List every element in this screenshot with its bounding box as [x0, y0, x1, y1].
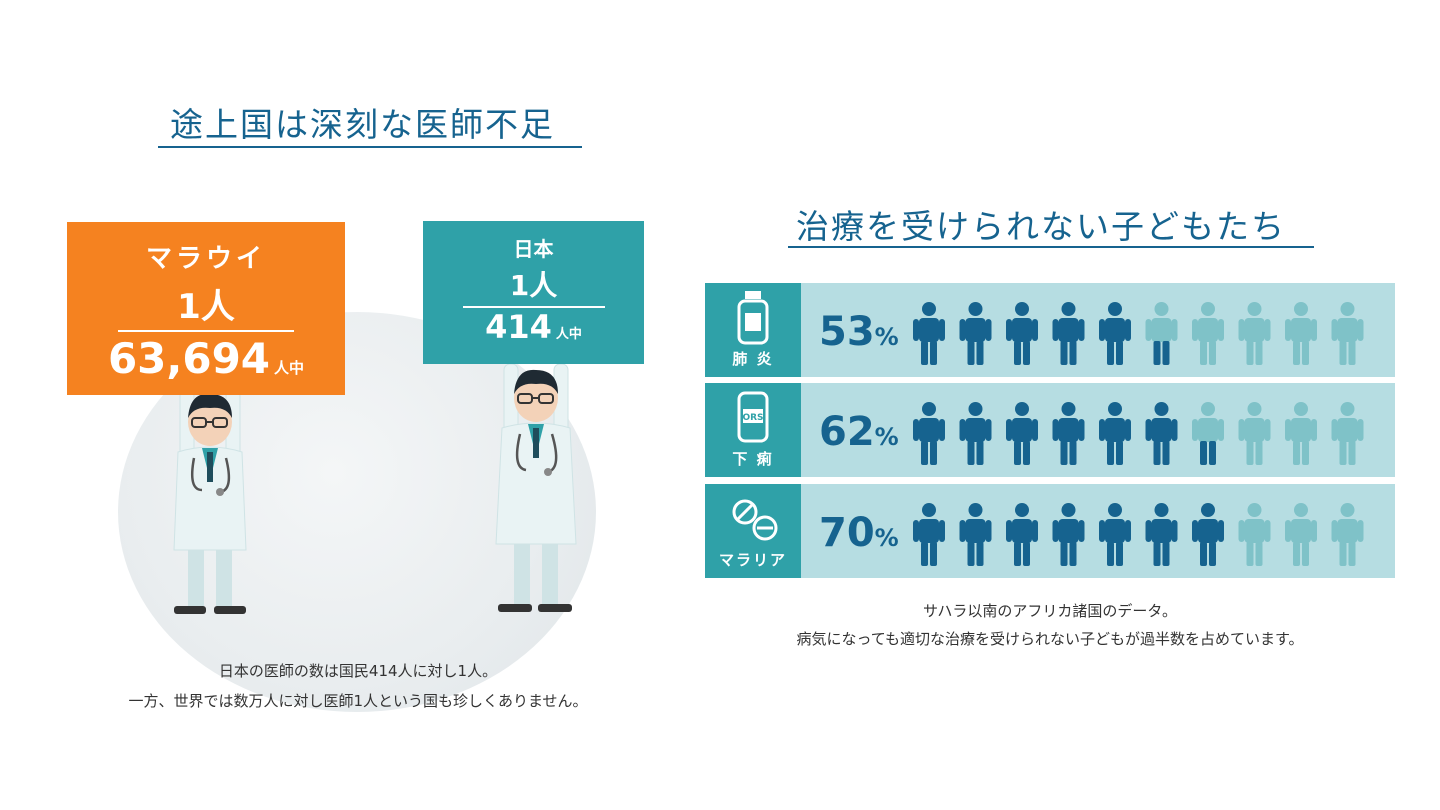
- child-icon: [1238, 302, 1271, 365]
- japan-doctor-count: 1人: [509, 269, 558, 302]
- child-icon: [1238, 402, 1271, 465]
- doctor-right-illustration: [495, 363, 577, 612]
- malawi-population: 63,694: [107, 334, 271, 383]
- child-icon: [1331, 503, 1364, 566]
- child-icon: [1006, 503, 1038, 566]
- malawi-divider: [118, 330, 294, 332]
- left-title: 途上国は深刻な医師不足: [170, 105, 555, 144]
- child-icon: [1285, 503, 1317, 566]
- child-icon: [959, 503, 992, 566]
- ors-pack-icon: ORS: [737, 391, 769, 443]
- stat-label: マラリア: [718, 551, 787, 569]
- stat-label: 下 痢: [732, 450, 774, 468]
- stat-percent: 53%: [819, 309, 899, 355]
- japan-sign: 日本 1人 414 人中: [423, 221, 644, 364]
- left-caption-line-1: 日本の医師の数は国民414人に対し1人。: [218, 662, 498, 680]
- pills-icon: [732, 499, 778, 541]
- child-icon: [959, 402, 992, 465]
- child-icon: [1285, 302, 1317, 365]
- child-icon: [913, 503, 945, 566]
- japan-divider: [462, 306, 605, 308]
- stat-label-box: マラリア: [705, 484, 801, 578]
- child-icon: [1006, 402, 1038, 465]
- child-icon: [913, 402, 945, 465]
- left-title-underline: [158, 146, 582, 148]
- right-caption-line-1: サハラ以南のアフリカ諸国のデータ。: [923, 602, 1177, 620]
- child-icon: [1238, 503, 1271, 566]
- stat-percent: 62%: [819, 409, 899, 455]
- people-icons: [913, 503, 1364, 566]
- stat-label-box: ORS 下 痢: [705, 383, 801, 477]
- child-icon: [1145, 402, 1178, 465]
- child-icon: [1192, 503, 1224, 566]
- stat-label-box: 肺 炎: [705, 283, 801, 377]
- japan-unit: 人中: [555, 327, 582, 342]
- doctor-left-illustration: [173, 389, 247, 614]
- right-caption-line-2: 病気になっても適切な治療を受けられない子どもが過半数を占めています。: [796, 630, 1304, 648]
- child-icon: [1052, 503, 1085, 566]
- child-icon: [1145, 302, 1178, 365]
- japan-country-label: 日本: [513, 237, 554, 261]
- medicine-bottle-icon: [737, 291, 769, 345]
- child-icon: [1331, 402, 1364, 465]
- people-icons: [913, 302, 1364, 365]
- child-icon: [1285, 402, 1317, 465]
- right-title: 治療を受けられない子どもたち: [796, 207, 1286, 246]
- malawi-sign: マラウイ 1人 63,694 人中: [67, 222, 345, 395]
- child-icon: [1006, 302, 1038, 365]
- malawi-doctor-count: 1人: [177, 287, 235, 327]
- child-icon: [959, 302, 992, 365]
- japan-population: 414: [485, 308, 552, 346]
- stat-label: 肺 炎: [732, 350, 774, 368]
- people-icons: [913, 402, 1364, 465]
- stat-row-diarrhea: ORS 下 痢 62%: [705, 383, 1395, 477]
- child-icon: [1052, 402, 1085, 465]
- child-icon: [913, 302, 945, 365]
- child-icon: [1052, 302, 1085, 365]
- malawi-unit: 人中: [274, 359, 305, 377]
- child-icon: [1099, 503, 1131, 566]
- child-icon: [1192, 302, 1224, 365]
- stat-row-pneumonia: 肺 炎 53%: [705, 283, 1395, 377]
- stat-row-malaria: マラリア 70%: [705, 484, 1395, 578]
- child-icon: [1099, 302, 1131, 365]
- child-icon: [1331, 302, 1364, 365]
- child-icon: [1192, 402, 1224, 465]
- child-icon: [1099, 402, 1131, 465]
- left-caption-line-2: 一方、世界では数万人に対し医師1人という国も珍しくありません。: [128, 692, 588, 710]
- svg-text:ORS: ORS: [742, 413, 763, 423]
- right-title-underline: [788, 246, 1314, 248]
- stat-percent: 70%: [819, 510, 899, 556]
- malawi-country-label: マラウイ: [145, 244, 266, 274]
- child-icon: [1145, 503, 1178, 566]
